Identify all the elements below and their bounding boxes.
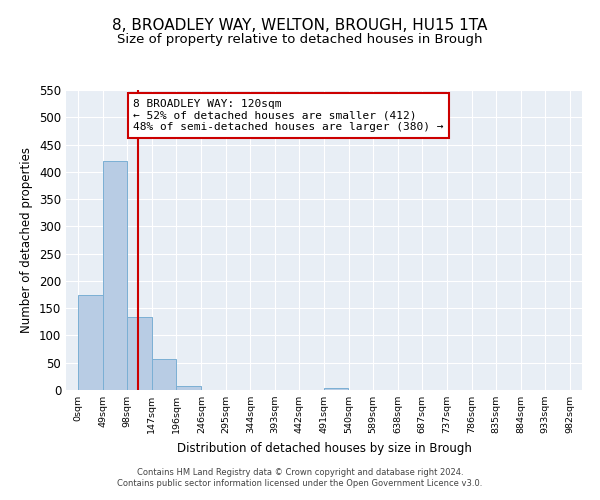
Bar — [176, 386, 201, 390]
Bar — [127, 318, 152, 390]
Text: Size of property relative to detached houses in Brough: Size of property relative to detached ho… — [117, 32, 483, 46]
X-axis label: Distribution of detached houses by size in Brough: Distribution of detached houses by size … — [176, 442, 472, 454]
Y-axis label: Number of detached properties: Number of detached properties — [20, 147, 34, 333]
Bar — [324, 388, 349, 390]
Text: Contains HM Land Registry data © Crown copyright and database right 2024.
Contai: Contains HM Land Registry data © Crown c… — [118, 468, 482, 487]
Bar — [152, 359, 176, 390]
Bar — [79, 294, 103, 390]
Bar — [103, 161, 127, 390]
Text: 8 BROADLEY WAY: 120sqm
← 52% of detached houses are smaller (412)
48% of semi-de: 8 BROADLEY WAY: 120sqm ← 52% of detached… — [133, 99, 443, 132]
Text: 8, BROADLEY WAY, WELTON, BROUGH, HU15 1TA: 8, BROADLEY WAY, WELTON, BROUGH, HU15 1T… — [112, 18, 488, 32]
